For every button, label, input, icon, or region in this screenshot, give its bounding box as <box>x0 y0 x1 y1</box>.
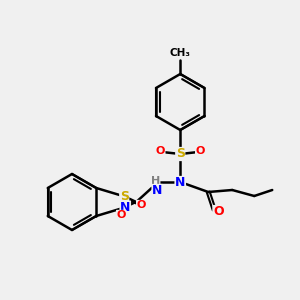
Text: S: S <box>120 190 129 203</box>
Text: CH₃: CH₃ <box>170 48 191 58</box>
Text: O: O <box>156 146 165 156</box>
Text: O: O <box>136 200 146 210</box>
Text: H: H <box>151 176 160 186</box>
Text: N: N <box>120 201 130 214</box>
Text: S: S <box>176 148 185 160</box>
Text: O: O <box>213 206 224 218</box>
Text: O: O <box>117 210 126 220</box>
Text: O: O <box>196 146 205 156</box>
Text: N: N <box>152 184 162 197</box>
Text: N: N <box>175 176 185 190</box>
